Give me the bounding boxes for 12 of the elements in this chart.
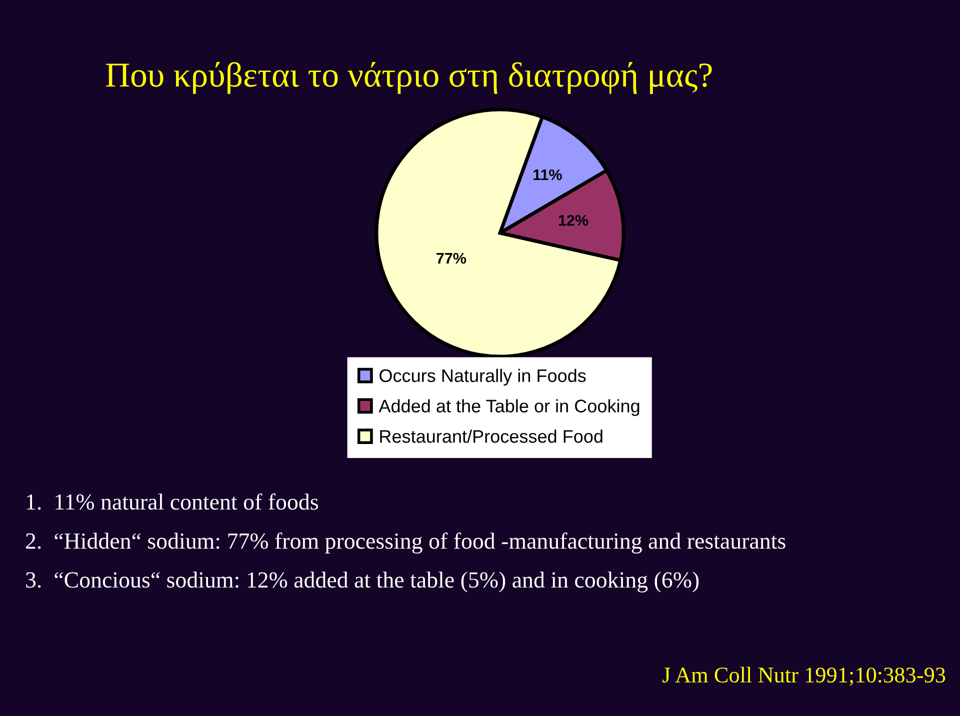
text: 3. “Concious“ sodium: 12% added at the table (5%) and in cooking (6%) [26,572,699,592]
text: 1. 11% natural content of foods [27,493,318,510]
data-label: 11% [534,169,562,180]
legend-label: Added at the Table or in Cooking [378,399,640,416]
data-label: 77% [436,252,466,264]
text: J Am Coll Nutr 1991;10:383-93 [662,666,946,686]
data-label: 12% [558,214,588,226]
chart-title: Που κρύβεται το νάτριο στη διατροφή μας? [106,62,712,94]
legend-label: Restaurant/Processed Food [380,430,602,443]
text: 2. “Hidden“ sodium: 77% from processing of food -manufacturing and restaurants [26,532,786,554]
pie-slice [374,108,622,358]
legend-label: Occurs Naturally in Foods [380,368,586,386]
